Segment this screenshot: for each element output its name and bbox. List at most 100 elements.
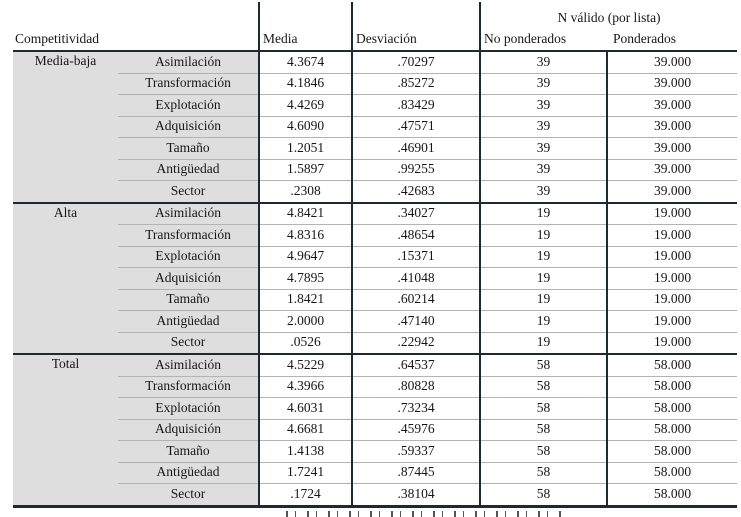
header-desviacion: Desviación [351, 27, 480, 52]
ponderados-cell: 39.000 [605, 73, 738, 95]
desviacion-cell: .48654 [351, 224, 480, 247]
table-row: Antigüedad 1.7241.87445 58 58.000 [13, 462, 738, 484]
media-cell: 4.6681 [258, 419, 352, 441]
table-row: Explotación 4.4269.83429 39 39.000 [13, 94, 738, 117]
variable-cell: Adquisición [118, 267, 259, 290]
media-cell: .0526 [258, 332, 352, 355]
desviacion-cell: .22942 [351, 332, 480, 355]
media-cell: 4.9647 [258, 246, 352, 268]
media-cell: 4.1846 [258, 73, 352, 95]
ponderados-cell: 39.000 [605, 159, 738, 181]
media-cell: 4.8316 [258, 224, 352, 247]
desviacion-cell: .83429 [351, 94, 480, 117]
table-header: N válido (por lista) Competitividad Medi… [13, 2, 738, 52]
desviacion-cell: .59337 [351, 440, 480, 463]
media-cell: 4.3966 [258, 376, 352, 398]
ponderados-cell: 58.000 [605, 376, 738, 398]
descriptives-table: N válido (por lista) Competitividad Medi… [13, 2, 738, 508]
variable-cell: Asimilación [118, 353, 259, 377]
table-row: Media-baja Asimilación 4.3674.70297 39 39.00… [13, 51, 738, 203]
ponderados-cell: 39.000 [605, 137, 738, 160]
n-cell: 58 [479, 397, 607, 420]
header-media: Media [258, 27, 352, 52]
table-row: Tamaño 1.4138.59337 58 58.000 [13, 440, 738, 463]
variable-cell: Antigüedad [118, 159, 259, 181]
media-cell: 1.8421 [258, 289, 352, 311]
header-row-columns: Competitividad Media Desviación No ponde… [13, 27, 738, 52]
table-row: Adquisición 4.7895.41048 19 19.000 [13, 267, 738, 290]
desviacion-cell: .60214 [351, 289, 480, 311]
media-cell: 4.6031 [258, 397, 352, 420]
ponderados-cell: 39.000 [605, 51, 738, 74]
table-row: Tamaño 1.8421.60214 19 19.000 [13, 289, 738, 311]
variable-cell: Sector [118, 332, 259, 355]
header-spacer [351, 2, 480, 27]
cropped-caption-fragment [286, 511, 562, 517]
n-cell: 39 [479, 159, 607, 181]
table-row: Explotación 4.9647.15371 19 19.000 [13, 246, 738, 268]
variable-cell: Sector [118, 483, 259, 507]
media-cell: 1.4138 [258, 440, 352, 463]
media-cell: 4.3674 [258, 51, 352, 74]
desviacion-cell: .70297 [351, 51, 480, 74]
variable-cell: Explotación [118, 94, 259, 117]
header-n-valido-span: N válido (por lista) [478, 2, 738, 27]
media-cell: .2308 [258, 180, 352, 203]
variable-cell: Adquisición [118, 116, 259, 138]
media-cell: 1.5897 [258, 159, 352, 181]
n-cell: 58 [479, 419, 607, 441]
ponderados-cell: 58.000 [605, 483, 738, 507]
desviacion-cell: .45976 [351, 419, 480, 441]
variable-cell: Tamaño [118, 289, 259, 311]
n-cell: 58 [479, 483, 607, 507]
variable-cell: Transformación [118, 224, 259, 247]
table-row: Adquisición 4.6090.47571 39 39.000 [13, 116, 738, 138]
n-cell: 39 [479, 137, 607, 160]
table-row: Sector .1724.38104 58 58.000 [13, 483, 738, 507]
desviacion-cell: .87445 [351, 462, 480, 484]
ponderados-cell: 58.000 [605, 397, 738, 420]
group-label-cell: Alta [13, 201, 118, 354]
table-row: Alta Asimilación 4.8421.34027 19 19.000 [13, 201, 738, 354]
media-cell: 4.6090 [258, 116, 352, 138]
n-cell: 39 [479, 180, 607, 203]
variable-cell: Explotación [118, 397, 259, 420]
desviacion-cell: .64537 [351, 353, 480, 377]
n-cell: 39 [479, 94, 607, 117]
table-row: Sector .2308.42683 39 39.000 [13, 180, 738, 203]
media-cell: 2.0000 [258, 310, 352, 333]
group-label-cell: Total [13, 353, 118, 506]
table-row: Transformación 4.3966.80828 58 58.000 [13, 376, 738, 398]
ponderados-cell: 39.000 [605, 180, 738, 203]
variable-cell: Transformación [118, 376, 259, 398]
variable-cell: Antigüedad [118, 462, 259, 484]
n-cell: 19 [479, 201, 607, 225]
table-row: Transformación 4.1846.85272 39 39.000 [13, 73, 738, 95]
n-cell: 19 [479, 289, 607, 311]
table-row: Antigüedad 1.5897.99255 39 39.000 [13, 159, 738, 181]
ponderados-cell: 39.000 [605, 94, 738, 117]
ponderados-cell: 19.000 [605, 332, 738, 355]
desviacion-cell: .38104 [351, 483, 480, 507]
variable-cell: Explotación [118, 246, 259, 268]
desviacion-cell: .47140 [351, 310, 480, 333]
media-cell: 4.8421 [258, 201, 352, 225]
header-row-span: N válido (por lista) [13, 2, 738, 27]
media-cell: 4.5229 [258, 353, 352, 377]
n-cell: 58 [479, 440, 607, 463]
desviacion-cell: .42683 [351, 180, 480, 203]
variable-cell: Asimilación [118, 51, 259, 74]
n-cell: 39 [479, 51, 607, 74]
media-cell: 1.2051 [258, 137, 352, 160]
n-cell: 39 [479, 116, 607, 138]
ponderados-cell: 58.000 [605, 462, 738, 484]
desviacion-cell: .80828 [351, 376, 480, 398]
desviacion-cell: .47571 [351, 116, 480, 138]
variable-cell: Tamaño [118, 137, 259, 160]
n-cell: 19 [479, 310, 607, 333]
ponderados-cell: 19.000 [605, 246, 738, 268]
n-cell: 58 [479, 353, 607, 377]
desviacion-cell: .46901 [351, 137, 480, 160]
variable-cell: Adquisición [118, 419, 259, 441]
